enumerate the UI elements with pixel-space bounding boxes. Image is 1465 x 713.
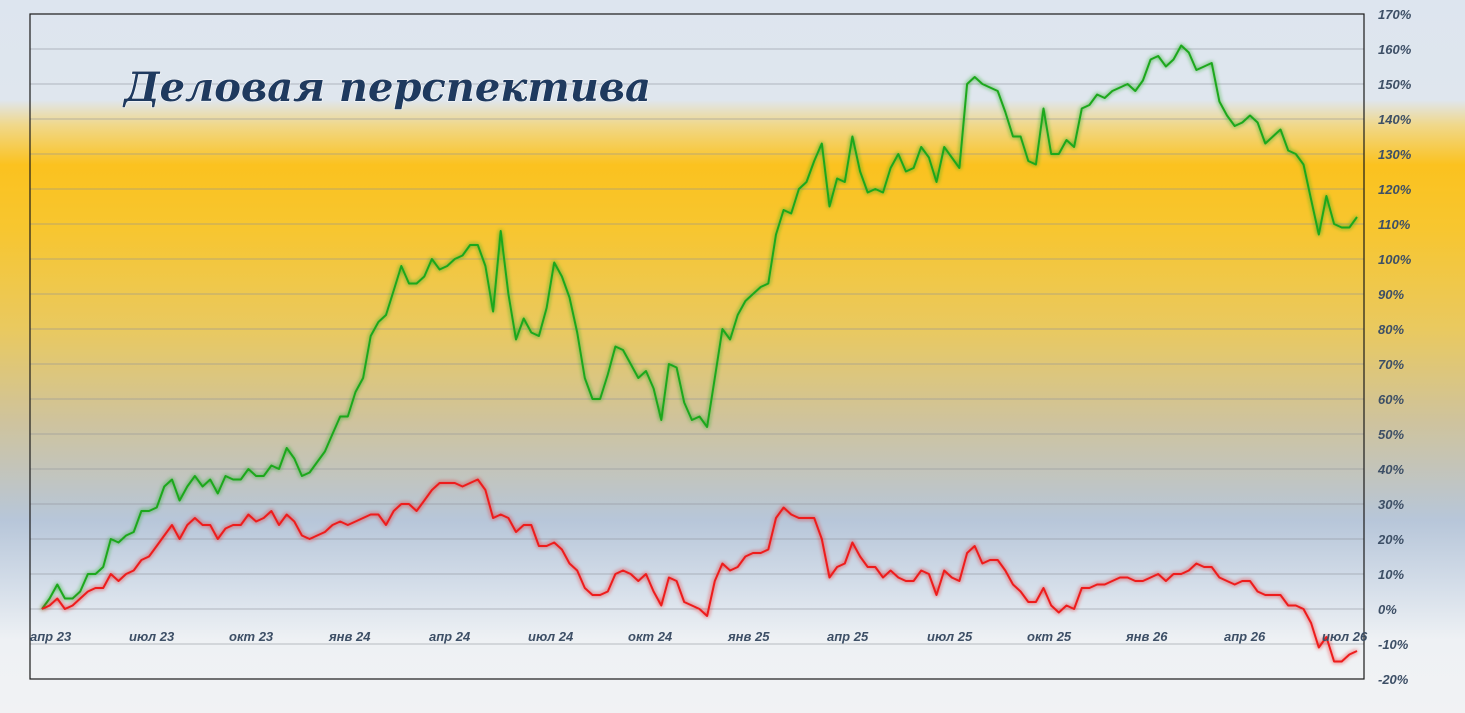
y-tick-label: 110% bbox=[1378, 217, 1411, 232]
y-axis-ticks: -20% -10% 0% 10% 20% 30% 40% 50% 60% 70% 80% 90% 100… bbox=[1377, 7, 1412, 687]
y-tick-label: 170% bbox=[1378, 7, 1412, 22]
x-tick-label: окт 24 bbox=[628, 629, 673, 644]
x-tick-label: окт 25 bbox=[1027, 629, 1072, 644]
series-line-green bbox=[41, 44, 1358, 610]
y-tick-label: 40% bbox=[1377, 462, 1404, 477]
x-tick-label: янв 24 bbox=[328, 629, 371, 644]
y-tick-label: 20% bbox=[1377, 532, 1404, 547]
y-tick-label: 60% bbox=[1378, 392, 1404, 407]
x-tick-label: янв 25 bbox=[727, 629, 770, 644]
x-tick-label: июл 23 bbox=[129, 629, 175, 644]
x-axis-ticks: апр 23 июл 23 окт 23 янв 24 апр 24 июл 24 окт … bbox=[30, 629, 1368, 644]
x-tick-label: окт 23 bbox=[229, 629, 274, 644]
x-tick-label: янв 26 bbox=[1125, 629, 1168, 644]
series-lines bbox=[41, 44, 1358, 663]
chart-title: Деловая перспектива bbox=[122, 64, 651, 111]
y-tick-label: 70% bbox=[1378, 357, 1404, 372]
x-tick-label: апр 23 bbox=[30, 629, 72, 644]
x-tick-label: апр 26 bbox=[1224, 629, 1266, 644]
y-tick-label: 120% bbox=[1378, 182, 1412, 197]
y-tick-label: 80% bbox=[1378, 322, 1404, 337]
y-tick-label: -10% bbox=[1378, 637, 1409, 652]
y-tick-label: 150% bbox=[1378, 77, 1412, 92]
plot-frame bbox=[29, 13, 1365, 680]
y-tick-label: -20% bbox=[1378, 672, 1409, 687]
y-tick-label: 90% bbox=[1378, 287, 1404, 302]
x-tick-label: апр 24 bbox=[429, 629, 471, 644]
y-tick-label: 30% bbox=[1378, 497, 1404, 512]
x-tick-label: июл 25 bbox=[927, 629, 973, 644]
y-tick-label: 160% bbox=[1378, 42, 1412, 57]
y-tick-label: 130% bbox=[1378, 147, 1412, 162]
y-tick-label: 140% bbox=[1378, 112, 1412, 127]
gridlines bbox=[30, 13, 1364, 680]
x-tick-label: июл 26 bbox=[1322, 629, 1368, 644]
y-tick-label: 50% bbox=[1378, 427, 1404, 442]
x-tick-label: июл 24 bbox=[528, 629, 574, 644]
series-line-red bbox=[41, 478, 1358, 663]
y-tick-label: 100% bbox=[1378, 252, 1412, 267]
x-tick-label: апр 25 bbox=[827, 629, 869, 644]
y-tick-label: 10% bbox=[1378, 567, 1404, 582]
y-tick-label: 0% bbox=[1378, 602, 1397, 617]
